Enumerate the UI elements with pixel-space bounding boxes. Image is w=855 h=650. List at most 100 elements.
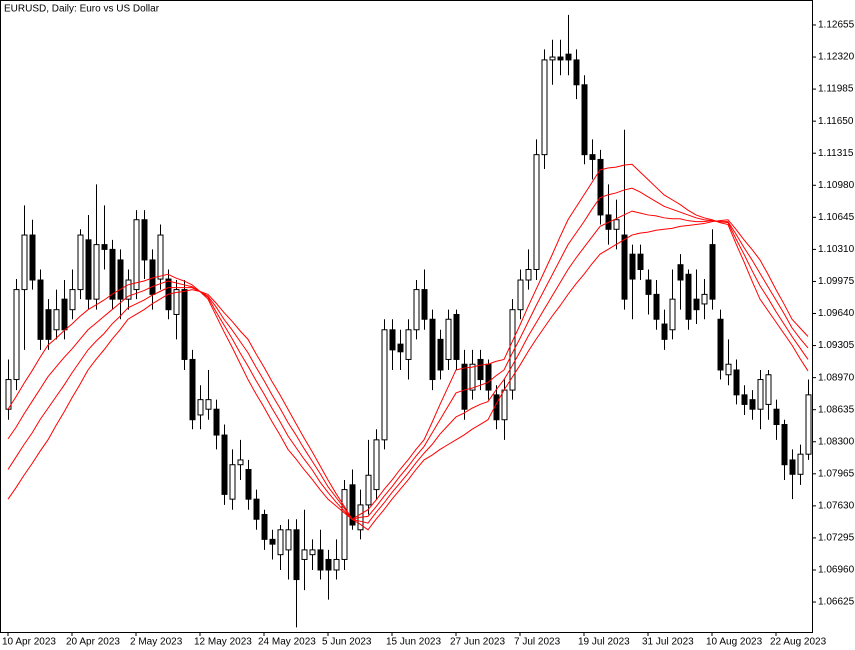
ribbon-line — [7, 163, 809, 520]
candle-body — [157, 234, 164, 280]
y-tick-label: 1.07965 — [818, 468, 855, 479]
candle-body — [365, 474, 372, 506]
candle-body — [741, 394, 748, 405]
candle-body — [29, 234, 36, 281]
candle-body — [589, 154, 596, 160]
y-tick-label: 1.06625 — [818, 597, 855, 608]
y-tick-label: 1.08300 — [818, 436, 855, 447]
candle-body — [293, 529, 300, 581]
ribbon-line — [7, 219, 809, 531]
candle-body — [45, 309, 52, 340]
candle-body — [533, 154, 540, 270]
candle-body — [125, 279, 132, 300]
candle-body — [373, 439, 380, 491]
candle-body — [597, 158, 604, 216]
y-tick-label: 1.10645 — [818, 212, 855, 223]
candle-body — [469, 363, 476, 391]
y-tick-label: 1.08970 — [818, 372, 855, 383]
candle-body — [309, 549, 316, 556]
candle-body — [245, 469, 252, 500]
candle-body — [389, 329, 396, 351]
x-tick-label: 7 Jul 2023 — [514, 637, 561, 648]
candle-body — [789, 459, 796, 475]
candle-body — [437, 338, 444, 371]
candle-body — [805, 394, 812, 455]
candle-body — [85, 239, 92, 300]
candle-body — [581, 84, 588, 156]
candle-body — [781, 424, 788, 466]
y-tick-label: 1.07295 — [818, 533, 855, 544]
candle-body — [317, 549, 324, 571]
plot-frame — [0, 0, 813, 633]
candle-body — [725, 363, 732, 376]
candle-body — [765, 374, 772, 405]
candle-body — [21, 234, 28, 291]
candle-body — [333, 558, 340, 571]
x-tick-label: 10 Apr 2023 — [2, 637, 56, 648]
x-tick-label: 19 Jul 2023 — [578, 637, 630, 648]
candle-body — [421, 289, 428, 320]
candle-body — [517, 279, 524, 311]
x-tick-label: 15 Jun 2023 — [386, 637, 441, 648]
candle-body — [69, 289, 76, 311]
candle-body — [141, 219, 148, 261]
chart-title: EURUSD, Daily: Euro vs US Dollar — [4, 4, 160, 15]
candle-body — [341, 489, 348, 560]
y-tick-label: 1.08635 — [818, 404, 855, 415]
candle-body — [541, 59, 548, 156]
candle-body — [733, 369, 740, 396]
candle-body — [61, 298, 68, 331]
candle-body — [93, 244, 100, 300]
candle-body — [453, 313, 460, 360]
candle-body — [413, 289, 420, 331]
candle-body — [77, 234, 84, 291]
candle-body — [253, 498, 260, 520]
candle-body — [229, 464, 236, 500]
y-tick-label: 1.12320 — [818, 52, 855, 63]
y-tick-label: 1.10310 — [818, 244, 855, 255]
candle-body — [117, 259, 124, 300]
x-tick-label: 31 Jul 2023 — [642, 637, 694, 648]
candle-body — [485, 363, 492, 391]
candle-body — [525, 268, 532, 281]
candle-body — [349, 484, 356, 526]
candle-body — [429, 318, 436, 381]
x-tick-label: 12 May 2023 — [194, 637, 252, 648]
y-tick-label: 1.11650 — [818, 116, 854, 127]
candle-body — [445, 318, 452, 360]
x-tick-label: 2 May 2023 — [130, 637, 183, 648]
candle-body — [629, 253, 636, 280]
x-tick-label: 20 Apr 2023 — [66, 637, 120, 648]
candle-body — [173, 289, 180, 315]
candle-body — [277, 529, 284, 556]
candle-body — [405, 329, 412, 360]
candle-body — [197, 399, 204, 416]
candle-body — [325, 558, 332, 571]
candle-body — [749, 399, 756, 410]
candle-body — [269, 538, 276, 545]
candle-body — [645, 279, 652, 295]
candle-body — [685, 273, 692, 320]
x-tick-label: 27 Jun 2023 — [450, 637, 505, 648]
candle-body — [717, 318, 724, 371]
candle-body — [261, 513, 268, 540]
candle-body — [621, 234, 628, 300]
candle-body — [773, 408, 780, 426]
y-tick-label: 1.10980 — [818, 180, 855, 191]
candle-body — [237, 459, 244, 466]
candle-body — [5, 379, 12, 410]
candle-body — [213, 408, 220, 436]
candle-body — [613, 219, 620, 230]
y-tick-label: 1.09975 — [818, 276, 855, 287]
candle-body — [189, 358, 196, 421]
y-tick-label: 1.07630 — [818, 501, 855, 512]
candle-body — [381, 329, 388, 441]
candle-body — [461, 363, 468, 410]
candle-body — [757, 379, 764, 410]
candle-body — [565, 53, 572, 61]
y-tick-label: 1.09640 — [818, 308, 855, 319]
y-tick-label: 1.11985 — [818, 84, 854, 95]
